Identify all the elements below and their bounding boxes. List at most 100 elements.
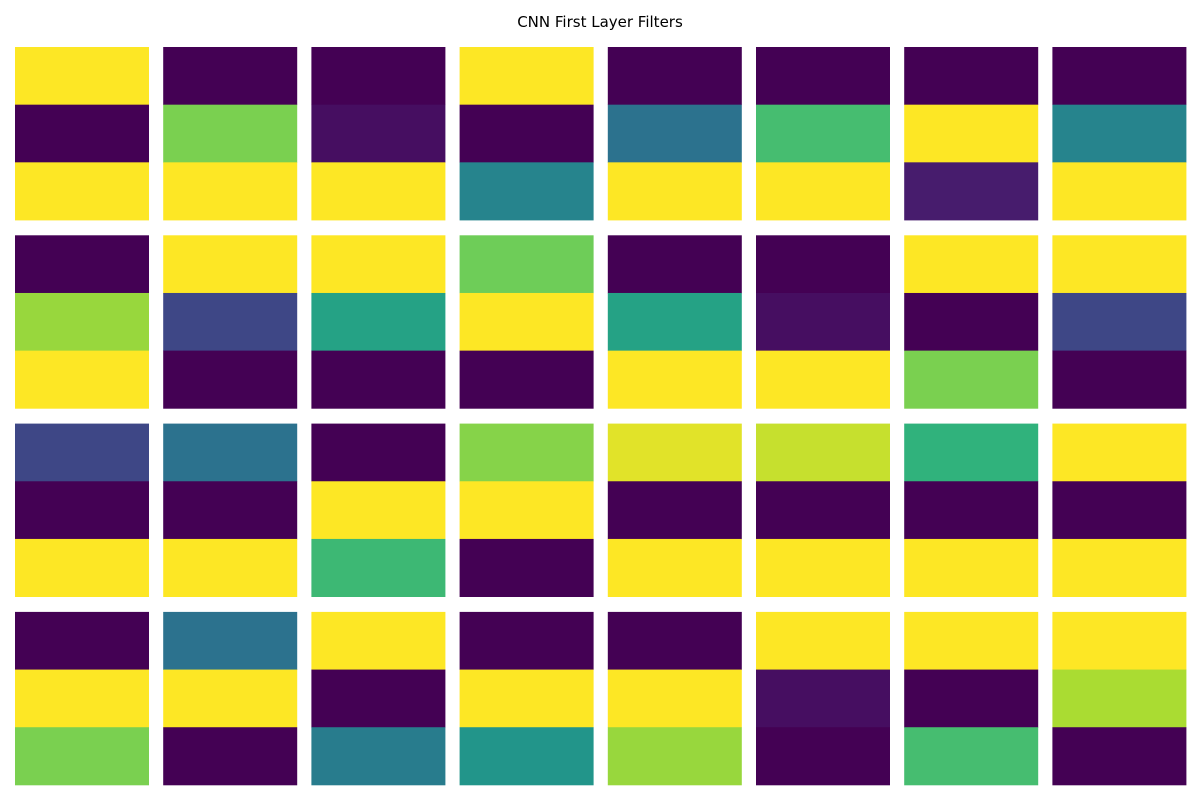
filter-cell: [1052, 350, 1187, 409]
filter-panel: [163, 611, 298, 786]
filter-cell: [311, 235, 446, 294]
filter-panel: [904, 423, 1039, 597]
filter-cell: [756, 727, 890, 786]
filter-cell: [607, 350, 742, 409]
filter-panel: [163, 423, 298, 597]
filter-cell: [163, 481, 298, 540]
filter-cell: [756, 350, 890, 409]
filter-cell: [459, 481, 594, 540]
filter-cell: [607, 47, 742, 106]
filter-cell: [904, 481, 1039, 540]
filter-panel: [756, 47, 890, 221]
filter-cell: [163, 350, 298, 409]
filter-panel: [756, 611, 890, 786]
filter-cell: [607, 235, 742, 294]
filter-cell: [607, 423, 742, 482]
filter-panel: [756, 235, 890, 409]
filter-cell: [904, 669, 1039, 728]
filter-cell: [756, 235, 890, 294]
filter-cell: [163, 235, 298, 294]
filter-cell: [459, 162, 594, 221]
filter-cell: [163, 104, 298, 163]
filter-cell: [607, 611, 742, 670]
filter-cell: [904, 538, 1039, 597]
filter-panel: [756, 423, 890, 597]
filter-cell: [607, 104, 742, 163]
filter-cell: [756, 47, 890, 106]
filter-cell: [607, 727, 742, 786]
filter-panel: [311, 235, 446, 409]
filter-cell: [1052, 423, 1187, 482]
filter-cell: [1052, 538, 1187, 597]
filter-cell: [1052, 727, 1187, 786]
filter-panel: [311, 423, 446, 597]
filter-panel: [163, 235, 298, 409]
filter-panel: [459, 611, 594, 786]
filter-panel: [459, 235, 594, 409]
filter-cell: [1052, 481, 1187, 540]
filter-cell: [904, 47, 1039, 106]
filter-panel: [15, 235, 149, 409]
filter-cell: [163, 423, 298, 482]
filter-cell: [311, 104, 446, 163]
filter-cell: [311, 727, 446, 786]
filter-panel: [311, 611, 446, 786]
chart-title: CNN First Layer Filters: [517, 13, 683, 31]
filter-cell: [311, 350, 446, 409]
filter-panel: [607, 611, 742, 786]
filter-panel: [459, 47, 594, 221]
filter-panel: [904, 235, 1039, 409]
filter-panel: [1052, 611, 1187, 786]
filter-cell: [15, 47, 149, 106]
filter-panel: [607, 235, 742, 409]
filter-cell: [459, 104, 594, 163]
filter-cell: [311, 481, 446, 540]
filter-cell: [1052, 235, 1187, 294]
filter-cell: [311, 162, 446, 221]
filter-panel: [459, 423, 594, 597]
filter-panel: [163, 47, 298, 221]
filter-cell: [607, 538, 742, 597]
filter-cell: [607, 669, 742, 728]
filter-panel: [607, 47, 742, 221]
filter-cell: [904, 423, 1039, 482]
filter-cell: [756, 611, 890, 670]
filter-panel: [15, 47, 149, 221]
filter-cell: [459, 292, 594, 352]
filter-cell: [15, 235, 149, 294]
filter-cell: [15, 104, 149, 163]
filter-cell: [163, 47, 298, 106]
filter-cell: [756, 162, 890, 221]
filter-cell: [756, 423, 890, 482]
filter-cell: [904, 727, 1039, 786]
filter-cell: [163, 669, 298, 728]
filter-cell: [1052, 104, 1187, 163]
filter-cell: [459, 669, 594, 728]
filter-cell: [15, 611, 149, 670]
filter-cell: [607, 162, 742, 221]
filter-panel: [15, 611, 149, 786]
filter-cell: [459, 235, 594, 294]
filter-cell: [756, 481, 890, 540]
filter-panel: [607, 423, 742, 597]
filter-panel: [311, 47, 446, 221]
filter-cell: [1052, 162, 1187, 221]
filter-cell: [1052, 669, 1187, 728]
filter-cell: [15, 350, 149, 409]
filter-cell: [311, 669, 446, 728]
filter-cell: [459, 47, 594, 106]
filter-cell: [904, 235, 1039, 294]
filter-cell: [163, 292, 298, 352]
filter-cell: [15, 669, 149, 728]
filter-cell: [756, 538, 890, 597]
filter-cell: [1052, 611, 1187, 670]
filter-cell: [311, 538, 446, 597]
filter-cell: [904, 611, 1039, 670]
filter-cell: [756, 292, 890, 352]
filter-cell: [15, 481, 149, 540]
filter-cell: [904, 162, 1039, 221]
filter-panel: [904, 611, 1039, 786]
filter-cell: [15, 162, 149, 221]
